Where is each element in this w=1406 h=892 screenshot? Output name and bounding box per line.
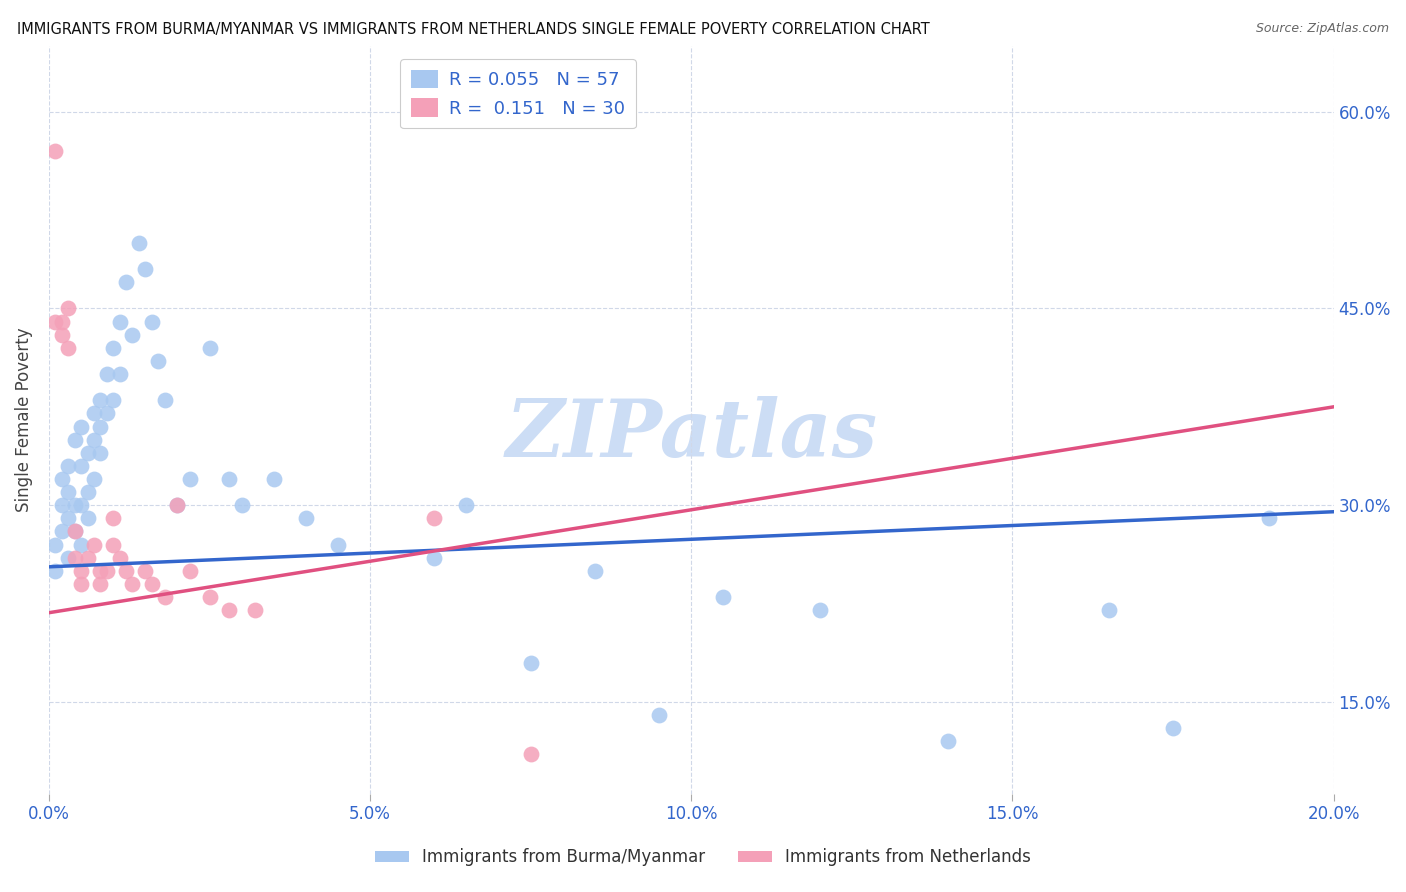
Point: [808, 603, 831, 617]
Point: [51, 472, 73, 486]
Point: [648, 708, 671, 723]
Point: [166, 498, 188, 512]
Point: [58, 550, 80, 565]
Point: [70, 577, 93, 591]
Point: [141, 577, 163, 591]
Point: [63, 524, 86, 539]
Point: [198, 590, 221, 604]
Point: [44, 144, 66, 158]
Point: [89, 564, 111, 578]
Point: [58, 485, 80, 500]
Text: Source: ZipAtlas.com: Source: ZipAtlas.com: [1256, 22, 1389, 36]
Point: [218, 603, 240, 617]
Point: [76, 550, 98, 565]
Point: [134, 262, 156, 277]
Point: [58, 458, 80, 473]
Point: [179, 472, 201, 486]
Point: [76, 511, 98, 525]
Point: [58, 511, 80, 525]
Point: [103, 537, 125, 551]
Point: [263, 472, 285, 486]
Point: [83, 433, 105, 447]
Point: [83, 537, 105, 551]
Text: ZIPatlas: ZIPatlas: [505, 396, 877, 474]
Point: [519, 747, 541, 762]
Point: [70, 537, 93, 551]
Point: [63, 550, 86, 565]
Point: [89, 393, 111, 408]
Point: [83, 472, 105, 486]
Point: [58, 301, 80, 316]
Point: [121, 577, 143, 591]
Point: [83, 406, 105, 420]
Point: [243, 603, 266, 617]
Point: [936, 734, 959, 748]
Point: [44, 564, 66, 578]
Point: [76, 446, 98, 460]
Point: [51, 327, 73, 342]
Point: [63, 524, 86, 539]
Point: [153, 590, 176, 604]
Legend: Immigrants from Burma/Myanmar, Immigrants from Netherlands: Immigrants from Burma/Myanmar, Immigrant…: [368, 842, 1038, 873]
Point: [231, 498, 253, 512]
Point: [1161, 721, 1184, 735]
Point: [218, 472, 240, 486]
Point: [583, 564, 606, 578]
Point: [89, 577, 111, 591]
Point: [108, 550, 131, 565]
Point: [70, 419, 93, 434]
Point: [1098, 603, 1121, 617]
Point: [713, 590, 735, 604]
Point: [121, 327, 143, 342]
Point: [1258, 511, 1281, 525]
Point: [96, 367, 118, 381]
Point: [423, 511, 446, 525]
Point: [179, 564, 201, 578]
Point: [58, 341, 80, 355]
Point: [153, 393, 176, 408]
Point: [70, 498, 93, 512]
Y-axis label: Single Female Poverty: Single Female Poverty: [15, 327, 32, 512]
Point: [103, 393, 125, 408]
Point: [44, 537, 66, 551]
Point: [89, 419, 111, 434]
Point: [96, 564, 118, 578]
Point: [63, 433, 86, 447]
Point: [51, 498, 73, 512]
Point: [115, 564, 138, 578]
Point: [108, 367, 131, 381]
Point: [198, 341, 221, 355]
Point: [70, 458, 93, 473]
Point: [44, 315, 66, 329]
Point: [89, 446, 111, 460]
Point: [134, 564, 156, 578]
Point: [166, 498, 188, 512]
Legend: R = 0.055   N = 57, R =  0.151   N = 30: R = 0.055 N = 57, R = 0.151 N = 30: [401, 59, 636, 128]
Point: [141, 315, 163, 329]
Point: [51, 315, 73, 329]
Point: [326, 537, 349, 551]
Point: [115, 275, 138, 289]
Point: [423, 550, 446, 565]
Point: [295, 511, 318, 525]
Point: [70, 564, 93, 578]
Point: [103, 511, 125, 525]
Point: [128, 235, 150, 250]
Point: [51, 524, 73, 539]
Text: IMMIGRANTS FROM BURMA/MYANMAR VS IMMIGRANTS FROM NETHERLANDS SINGLE FEMALE POVER: IMMIGRANTS FROM BURMA/MYANMAR VS IMMIGRA…: [17, 22, 929, 37]
Point: [108, 315, 131, 329]
Point: [63, 498, 86, 512]
Point: [519, 656, 541, 670]
Point: [96, 406, 118, 420]
Point: [76, 485, 98, 500]
Point: [103, 341, 125, 355]
Point: [146, 354, 169, 368]
Point: [456, 498, 478, 512]
